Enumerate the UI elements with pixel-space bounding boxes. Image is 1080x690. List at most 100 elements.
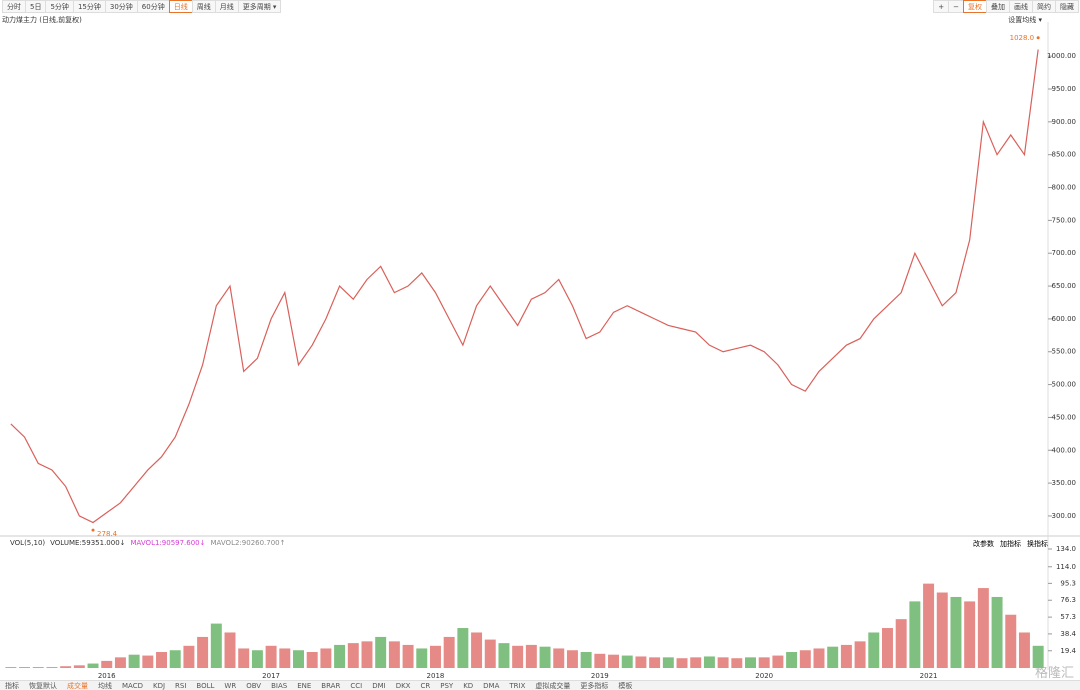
indicator-tab[interactable]: TRIX xyxy=(509,682,526,690)
y-tick-label: 500.00 xyxy=(1052,381,1077,389)
x-tick-label: 2020 xyxy=(755,672,773,680)
indicator-tab[interactable]: 模板 xyxy=(618,682,633,690)
indicator-tab[interactable]: PSY xyxy=(440,682,454,690)
volume-bar xyxy=(265,645,277,668)
volume-bar xyxy=(183,645,195,668)
volume-bar xyxy=(484,639,496,668)
indicator-tab[interactable]: 虚拟成交量 xyxy=(535,682,571,690)
volume-bar xyxy=(936,592,948,668)
ma-setting[interactable]: 设置均线 ▾ xyxy=(1008,16,1042,24)
indicator-tab[interactable]: RSI xyxy=(175,682,187,690)
volume-bar xyxy=(772,655,784,668)
period-button[interactable]: 15分钟 xyxy=(72,0,106,13)
indicator-tab[interactable]: DKX xyxy=(395,682,411,690)
volume-legend-item: VOLUME:59351.000↓ xyxy=(50,539,126,547)
volume-bar xyxy=(388,641,400,668)
volume-bar xyxy=(827,646,839,668)
volume-bar xyxy=(73,665,85,668)
y-tick-label: 700.00 xyxy=(1052,249,1077,257)
volume-bar xyxy=(142,655,154,668)
x-tick-label: 2018 xyxy=(427,672,445,680)
volume-bar xyxy=(251,650,263,668)
extreme-label: 278.4 xyxy=(97,530,118,538)
indicator-tab[interactable]: BRAR xyxy=(321,682,341,690)
volume-button[interactable]: 加指标 xyxy=(1000,540,1021,548)
volume-bar xyxy=(786,652,798,668)
indicator-tab[interactable]: OBV xyxy=(246,682,262,690)
volume-bar xyxy=(553,648,565,668)
volume-bar xyxy=(320,648,332,668)
indicator-tab[interactable]: CR xyxy=(420,682,431,690)
volume-bar xyxy=(197,636,209,668)
volume-bar xyxy=(854,641,866,668)
x-tick-label: 2017 xyxy=(262,672,280,680)
period-toolbar: 分时 5日 5分钟 15分钟 30分钟 60分钟 日线 周线 月线 更多周期 ▾ xyxy=(2,0,282,13)
volume-bar xyxy=(512,645,524,668)
volume-bar xyxy=(156,652,167,668)
volume-bar xyxy=(210,623,222,668)
indicator-tab[interactable]: WR xyxy=(224,682,237,690)
y-tick-label: 38.4 xyxy=(1060,630,1076,638)
indicator-tab[interactable]: DMI xyxy=(372,682,386,690)
tool-button[interactable]: 画线 xyxy=(1009,0,1033,13)
indicator-tab[interactable]: 指标 xyxy=(5,682,19,690)
volume-legend-item: VOL(5,10) xyxy=(10,539,46,547)
y-tick-label: 750.00 xyxy=(1052,216,1077,224)
volume-bar xyxy=(539,646,551,668)
volume-bar xyxy=(46,667,58,668)
y-tick-label: 57.3 xyxy=(1060,613,1076,621)
indicator-tab[interactable]: MACD xyxy=(122,682,143,690)
volume-bar xyxy=(306,652,318,668)
y-tick-label: 76.3 xyxy=(1060,596,1076,604)
volume-bar xyxy=(87,663,99,668)
volume-bar xyxy=(361,641,373,668)
volume-bar xyxy=(799,650,811,668)
x-tick-label: 2016 xyxy=(98,672,116,680)
indicator-tab[interactable]: DMA xyxy=(483,682,500,690)
indicator-tab[interactable]: KDJ xyxy=(152,682,166,690)
period-button[interactable]: 日线 xyxy=(168,0,193,13)
volume-bar xyxy=(443,636,455,668)
volume-bar xyxy=(676,658,688,668)
indicator-tab[interactable]: BOLL xyxy=(196,682,215,690)
volume-bar xyxy=(1032,645,1044,668)
volume-bar xyxy=(429,645,441,668)
indicator-tab[interactable]: 恢复默认 xyxy=(29,682,57,690)
volume-button[interactable]: 改参数 xyxy=(973,540,994,548)
volume-button[interactable]: 换指标 xyxy=(1027,540,1048,548)
indicator-tab[interactable]: 均线 xyxy=(98,682,112,690)
indicator-tab[interactable]: ENE xyxy=(297,682,312,690)
indicator-tab[interactable]: KD xyxy=(463,682,474,690)
volume-bar xyxy=(498,643,510,668)
period-button[interactable]: 更多周期 ▾ xyxy=(237,0,282,13)
volume-legend-item: MAVOL2:90260.700↑ xyxy=(210,539,286,547)
volume-bar xyxy=(279,648,291,668)
volume-bar xyxy=(375,636,387,668)
indicator-tab[interactable]: 成交量 xyxy=(67,682,88,690)
volume-bar xyxy=(977,588,989,668)
y-tick-label: 550.00 xyxy=(1052,348,1077,356)
indicator-tab[interactable]: CCI xyxy=(350,682,363,690)
volume-bar xyxy=(909,601,921,668)
tool-button[interactable]: 隐藏 xyxy=(1055,0,1079,13)
y-tick-label: 400.00 xyxy=(1052,446,1077,454)
volume-bar xyxy=(991,596,1003,668)
y-tick-label: 350.00 xyxy=(1052,479,1077,487)
y-tick-label: 300.00 xyxy=(1052,512,1077,520)
volume-legend-item: MAVOL1:90597.600↓ xyxy=(130,539,206,547)
volume-bar xyxy=(745,657,756,668)
indicator-tab[interactable]: 更多指标 xyxy=(580,682,609,690)
volume-bar xyxy=(169,650,181,668)
y-tick-label: 950.00 xyxy=(1052,85,1077,93)
x-tick-label: 2021 xyxy=(920,672,938,680)
volume-bar xyxy=(923,583,935,668)
y-tick-label: 95.3 xyxy=(1060,579,1076,587)
volume-bar xyxy=(114,657,126,668)
volume-buttons: 改参数 加指标 换指标 xyxy=(973,539,1048,549)
indicator-tab[interactable]: BIAS xyxy=(271,682,288,690)
volume-bar xyxy=(649,657,661,668)
y-tick-label: 1000.00 xyxy=(1047,52,1076,60)
volume-bar xyxy=(525,644,537,668)
volume-bar xyxy=(1018,632,1030,668)
